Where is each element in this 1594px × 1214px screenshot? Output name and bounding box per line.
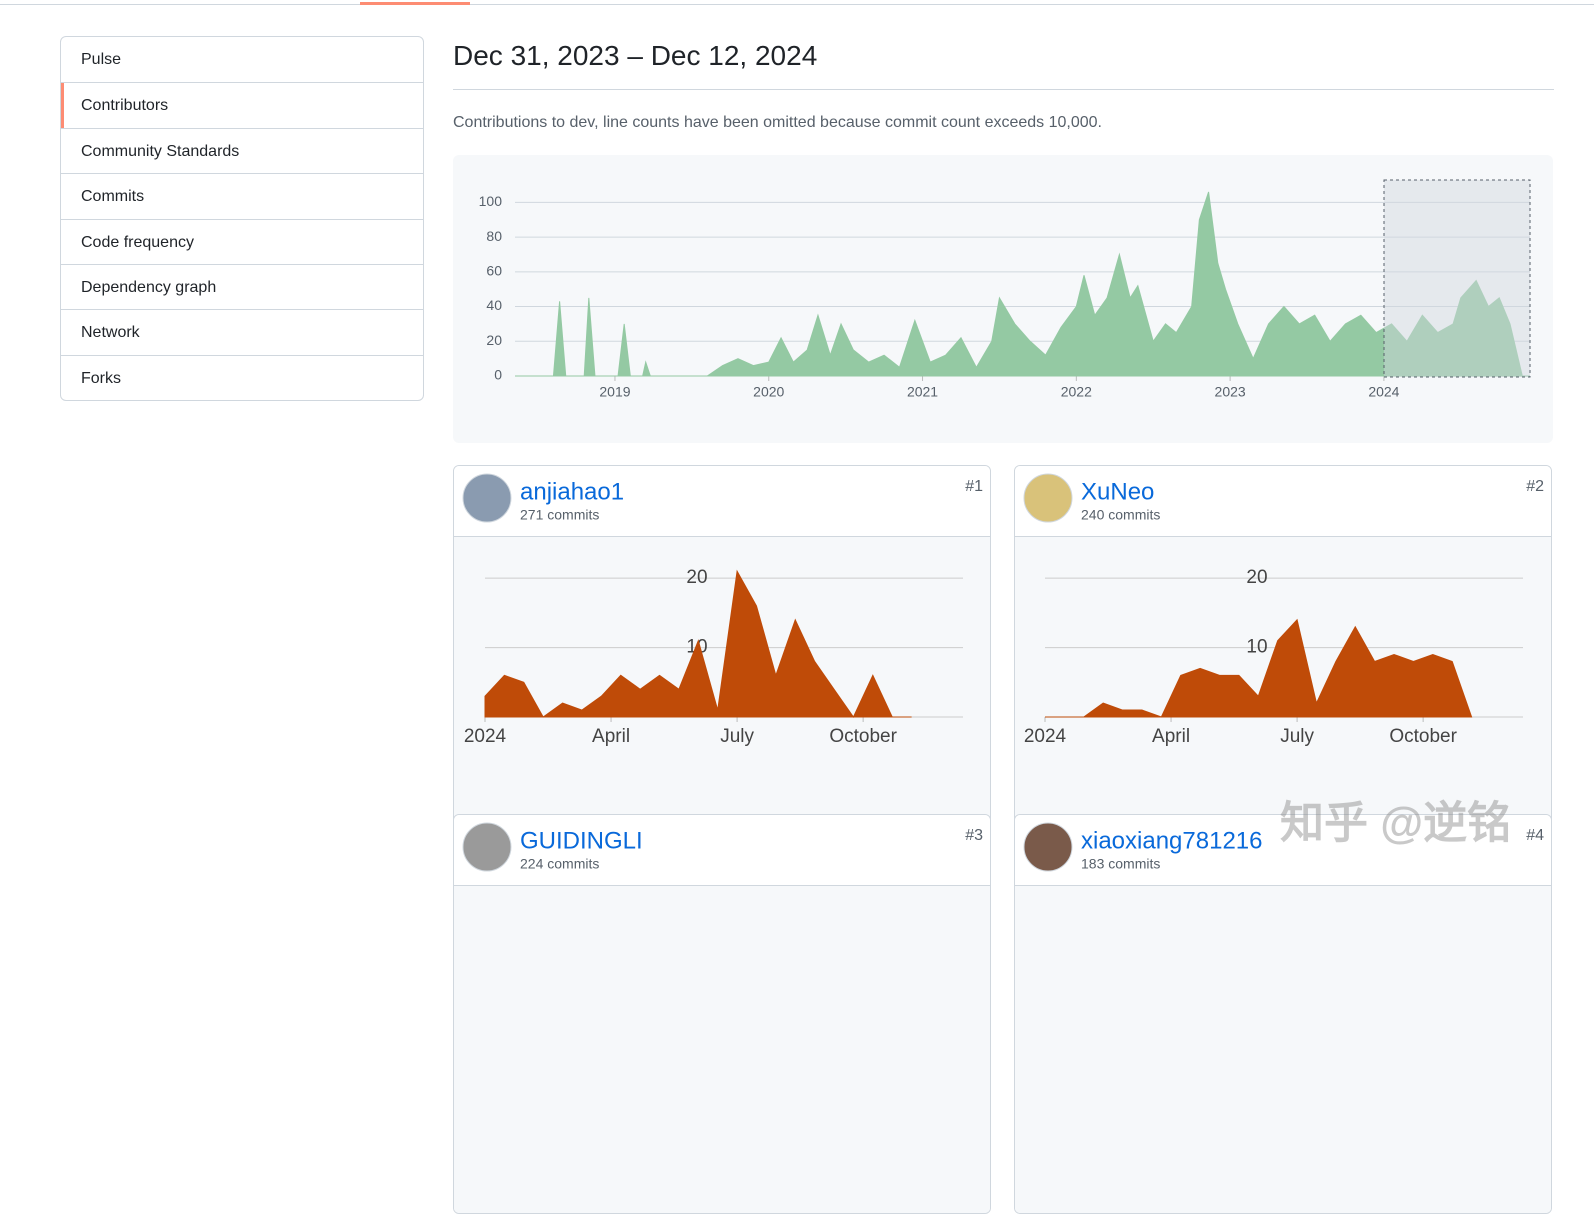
- contributor-name[interactable]: anjiahao1: [520, 478, 624, 505]
- x-tick-label: 2022: [1061, 384, 1092, 400]
- x-tick-label: 2021: [907, 384, 938, 400]
- contributor-name[interactable]: GUIDINGLI: [520, 827, 643, 854]
- chart-panel: [453, 155, 1553, 443]
- avatar: [1023, 822, 1073, 872]
- commit-count: 183 commits: [1081, 856, 1160, 872]
- heading: Dec 31, 2023 – Dec 12, 2024: [453, 40, 818, 71]
- selection-brush[interactable]: [1383, 179, 1531, 378]
- x-tick-label: July: [1280, 726, 1314, 747]
- x-tick-label: July: [720, 726, 754, 747]
- y-tick-label: 20: [686, 567, 707, 588]
- rank: #3: [965, 827, 983, 844]
- watermark: 知乎 @逆铭: [1280, 799, 1511, 848]
- y-tick-label: 10: [1246, 637, 1267, 658]
- sidebar: Pulse Contributors Community Standards Comm…: [60, 36, 424, 402]
- avatar: [462, 473, 512, 523]
- area: [515, 191, 1530, 377]
- avatar: [1023, 473, 1073, 523]
- contributor-name[interactable]: XuNeo: [1081, 478, 1154, 505]
- contributor-name[interactable]: xiaoxiang781216: [1081, 827, 1263, 854]
- nav-item[interactable]: Pulse: [81, 51, 122, 68]
- rank: #4: [1526, 827, 1544, 844]
- description: Contributions to dev, line counts have b…: [453, 114, 1102, 131]
- nav-item[interactable]: Contributors: [61, 82, 423, 129]
- x-tick-label: 2020: [753, 384, 784, 400]
- y-tick-label: 20: [486, 332, 502, 348]
- nav-item[interactable]: Commits: [61, 173, 423, 218]
- chart-overlay: 0204060801002019202020212022202320241020…: [462, 179, 1544, 872]
- y-tick-label: 40: [486, 297, 502, 313]
- area: [484, 569, 912, 718]
- x-tick-label: 2023: [1215, 384, 1246, 400]
- x-tick-label: October: [829, 726, 897, 747]
- rank: #2: [1526, 478, 1544, 495]
- commit-count: 240 commits: [1081, 507, 1160, 523]
- x-tick-label: October: [1389, 726, 1457, 747]
- nav-item[interactable]: Dependency graph: [61, 263, 423, 309]
- divider: [453, 89, 1554, 90]
- y-tick-label: 20: [1246, 567, 1267, 588]
- y-tick-label: 60: [486, 263, 502, 279]
- x-tick-label: April: [592, 726, 630, 747]
- nav-item[interactable]: Forks: [61, 354, 423, 400]
- commit-count: 271 commits: [520, 507, 599, 523]
- x-tick-label: April: [1152, 726, 1190, 747]
- avatar: [462, 822, 512, 872]
- x-tick-label: 2024: [464, 726, 507, 747]
- nav-item[interactable]: Network: [61, 309, 423, 354]
- area: [1045, 618, 1473, 718]
- top-border: [0, 4, 1594, 5]
- y-tick-label: 100: [479, 193, 503, 209]
- x-tick-label: 2019: [599, 384, 630, 400]
- nav-item[interactable]: Code frequency: [61, 218, 423, 264]
- active-tab-indicator: [360, 2, 470, 5]
- nav-item[interactable]: Community Standards: [61, 127, 423, 173]
- y-tick-label: 80: [486, 228, 502, 244]
- y-tick-label: 0: [494, 367, 502, 383]
- x-tick-label: 2024: [1368, 384, 1399, 400]
- rank: #1: [965, 478, 983, 495]
- x-tick-label: 2024: [1024, 726, 1067, 747]
- commit-count: 224 commits: [520, 856, 599, 872]
